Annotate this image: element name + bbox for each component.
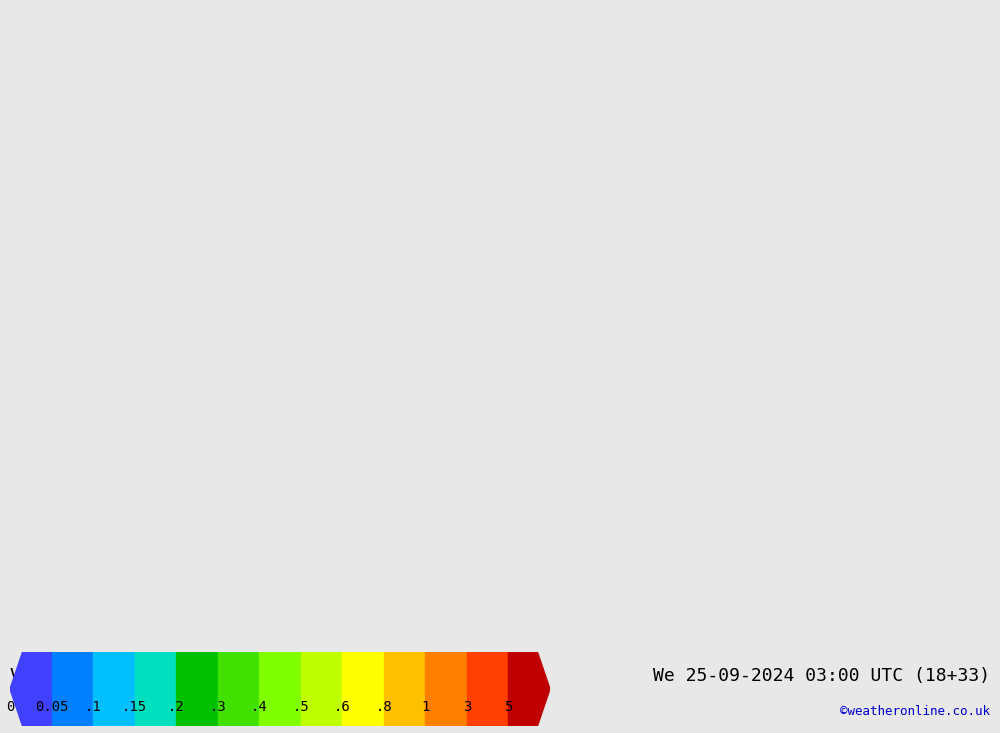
Bar [467, 652, 508, 726]
Text: ©weatheronline.co.uk: ©weatheronline.co.uk [840, 704, 990, 718]
Text: .4: .4 [251, 700, 268, 714]
Text: 3: 3 [463, 700, 471, 714]
Bar [218, 652, 259, 726]
Text: We 25-09-2024 03:00 UTC (18+33): We 25-09-2024 03:00 UTC (18+33) [653, 667, 990, 685]
Polygon shape [10, 652, 52, 726]
Bar [301, 652, 342, 726]
Bar [176, 652, 218, 726]
Text: 1: 1 [421, 700, 430, 714]
Text: .5: .5 [292, 700, 309, 714]
Bar [52, 652, 93, 726]
Text: .15: .15 [122, 700, 147, 714]
Polygon shape [508, 652, 550, 726]
Text: 5: 5 [504, 700, 513, 714]
Text: .1: .1 [85, 700, 101, 714]
Text: 0: 0 [6, 700, 14, 714]
Text: .6: .6 [334, 700, 351, 714]
Bar [135, 652, 176, 726]
Text: .3: .3 [209, 700, 226, 714]
Bar [342, 652, 384, 726]
Text: 0.05: 0.05 [35, 700, 68, 714]
Bar [259, 652, 301, 726]
Text: Volumetric Soil Moisture [hPa] GFS: Volumetric Soil Moisture [hPa] GFS [10, 667, 380, 685]
Bar [384, 652, 425, 726]
Bar [425, 652, 467, 726]
Text: .8: .8 [375, 700, 392, 714]
Bar [93, 652, 135, 726]
Text: .2: .2 [168, 700, 185, 714]
